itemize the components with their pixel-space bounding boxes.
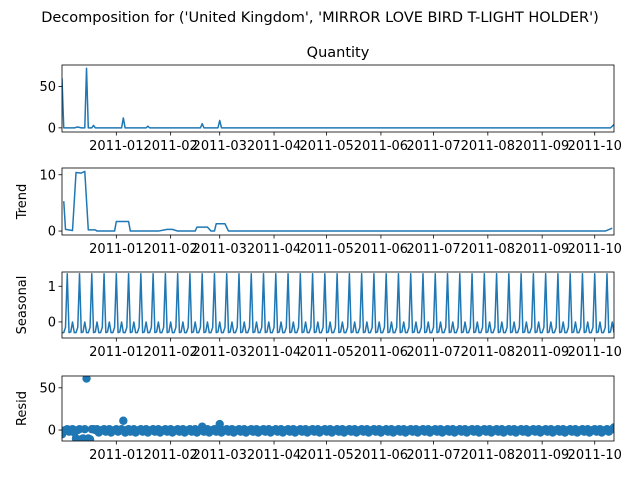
resid-point bbox=[80, 424, 89, 434]
resid-xtick-label: 2011-02 bbox=[143, 448, 197, 463]
seasonal-data bbox=[62, 273, 614, 334]
seasonal-ylabel: Seasonal bbox=[15, 276, 30, 335]
figure-suptitle: Decomposition for ('United Kingdom', 'MI… bbox=[41, 10, 599, 26]
quantity-xtick-label: 2011-02 bbox=[143, 139, 197, 154]
resid-data bbox=[62, 376, 614, 441]
seasonal-ytick-label: 1 bbox=[48, 280, 56, 295]
quantity-xtick-label: 2011-07 bbox=[406, 139, 460, 154]
trend-xtick-label: 2011-01 bbox=[89, 242, 143, 257]
seasonal-ytick-label: 0 bbox=[48, 315, 56, 330]
resid-ytick-label: 50 bbox=[39, 381, 56, 396]
seasonal-xtick-label: 2011-03 bbox=[193, 345, 247, 360]
resid-point bbox=[119, 416, 128, 425]
quantity-xtick-label: 2011-05 bbox=[299, 139, 353, 154]
seasonal-xtick-label: 2011-05 bbox=[299, 345, 353, 360]
seasonal-xtick-label: 2011-01 bbox=[89, 345, 143, 360]
trend-series-line bbox=[63, 170, 613, 232]
quantity-xtick-label: 2011-06 bbox=[354, 139, 408, 154]
trend-xtick-label: 2011-07 bbox=[406, 242, 460, 257]
resid-point bbox=[215, 419, 224, 429]
quantity-axes-frame bbox=[61, 64, 615, 133]
trend-xtick-label: 2011-04 bbox=[247, 242, 301, 257]
trend-ylabel: Trend bbox=[15, 184, 30, 221]
resid-point bbox=[82, 376, 91, 383]
quantity-xtick-label: 2011-01 bbox=[89, 139, 143, 154]
resid-xtick-label: 2011-05 bbox=[299, 448, 353, 463]
seasonal-xtick-label: 2011-02 bbox=[143, 345, 197, 360]
seasonal-series-line bbox=[62, 273, 614, 334]
seasonal-xtick-label: 2011-04 bbox=[247, 345, 301, 360]
resid-xtick-label: 2011-01 bbox=[89, 448, 143, 463]
resid-xtick-label: 2011-09 bbox=[515, 448, 569, 463]
seasonal-xtick-label: 2011-08 bbox=[461, 345, 515, 360]
quantity-title: Quantity bbox=[307, 45, 370, 61]
resid-xtick-label: 2011-07 bbox=[406, 448, 460, 463]
resid-xtick-label: 2011-10 bbox=[568, 448, 622, 463]
resid-ytick-label: 0 bbox=[48, 424, 56, 439]
trend-xtick-label: 2011-06 bbox=[354, 242, 408, 257]
quantity-xtick-label: 2011-09 bbox=[515, 139, 569, 154]
trend-xtick-label: 2011-02 bbox=[143, 242, 197, 257]
trend-ytick-label: 10 bbox=[39, 168, 56, 183]
trend-xtick-label: 2011-08 bbox=[461, 242, 515, 257]
trend-ytick-label: 0 bbox=[48, 225, 56, 240]
resid-point bbox=[609, 423, 614, 432]
trend-xtick-label: 2011-09 bbox=[515, 242, 569, 257]
trend-data bbox=[63, 170, 613, 232]
seasonal-xtick-label: 2011-06 bbox=[354, 345, 408, 360]
seasonal-xtick-label: 2011-07 bbox=[406, 345, 460, 360]
quantity-xtick-label: 2011-04 bbox=[247, 139, 301, 154]
resid-xtick-label: 2011-03 bbox=[193, 448, 247, 463]
resid-xtick-label: 2011-06 bbox=[354, 448, 408, 463]
resid-xtick-label: 2011-08 bbox=[461, 448, 515, 463]
trend-xtick-label: 2011-05 bbox=[299, 242, 353, 257]
quantity-ytick-label: 50 bbox=[39, 80, 56, 95]
trend-axes-frame bbox=[61, 167, 615, 236]
quantity-xtick-label: 2011-10 bbox=[568, 139, 622, 154]
quantity-xtick-label: 2011-03 bbox=[193, 139, 247, 154]
resid-ylabel: Resid bbox=[15, 391, 30, 426]
trend-xtick-label: 2011-03 bbox=[193, 242, 247, 257]
seasonal-xtick-label: 2011-10 bbox=[568, 345, 622, 360]
quantity-xtick-label: 2011-08 bbox=[461, 139, 515, 154]
quantity-series-line bbox=[62, 67, 614, 129]
quantity-data bbox=[62, 67, 614, 129]
resid-point bbox=[85, 435, 95, 441]
seasonal-xtick-label: 2011-09 bbox=[515, 345, 569, 360]
quantity-ytick-label: 0 bbox=[48, 121, 56, 136]
resid-xtick-label: 2011-04 bbox=[247, 448, 301, 463]
resid-axes-frame bbox=[61, 375, 615, 442]
seasonal-axes-frame bbox=[61, 271, 615, 339]
trend-xtick-label: 2011-10 bbox=[568, 242, 622, 257]
